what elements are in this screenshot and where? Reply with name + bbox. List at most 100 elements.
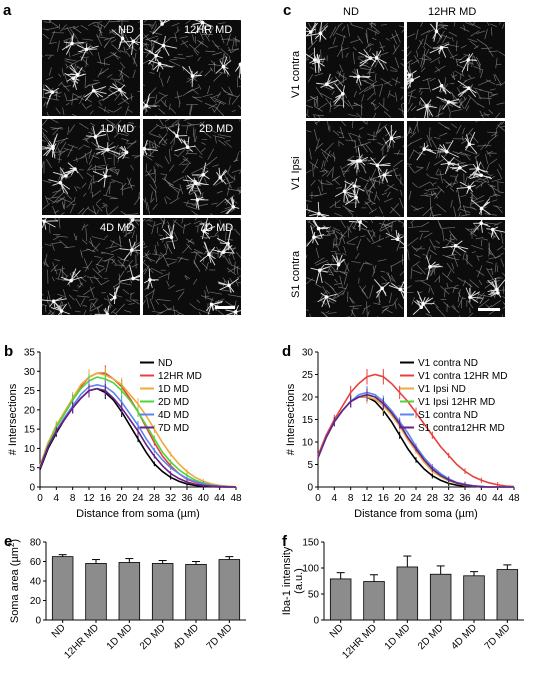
y-axis-label: # Intersections xyxy=(285,383,297,455)
micrograph-v1-ipsi-nd xyxy=(306,121,404,217)
x-tick-label: 0 xyxy=(315,493,321,504)
legend-label-v1-contra-nd: V1 contra ND xyxy=(418,358,478,369)
micrograph-v1-contra-12hr xyxy=(407,22,505,118)
y-tick-label: 30 xyxy=(24,367,36,378)
x-tick-label: 12 xyxy=(361,493,373,504)
x-tick-label: 4D MD xyxy=(449,622,479,652)
row-label-v1-ipsi: V1 Ipsi xyxy=(290,156,302,190)
x-tick-label: 32 xyxy=(443,493,455,504)
x-tick-label: 12HR MD xyxy=(340,622,379,661)
row-label-s1-contra: S1 contra xyxy=(290,250,302,298)
legend-label-12hr-md: 12HR MD xyxy=(158,371,202,382)
panel-letter-d: d xyxy=(282,343,291,360)
micrograph-v1-ipsi-12hr xyxy=(407,121,505,217)
legend-label-nd: ND xyxy=(158,358,172,369)
y-tick-label: 10 xyxy=(302,438,314,449)
x-tick-label: ND xyxy=(50,622,68,640)
bar-12hr-md xyxy=(363,581,385,621)
x-tick-label: 28 xyxy=(149,493,161,504)
y-tick-label: 0 xyxy=(307,483,313,494)
bar-nd xyxy=(51,556,74,621)
y-tick-label: 35 xyxy=(24,348,36,359)
y-tick-label: 15 xyxy=(24,425,36,436)
y-tick-label: 20 xyxy=(30,596,42,607)
x-tick-label: 0 xyxy=(37,493,43,504)
x-tick-label: 24 xyxy=(410,493,422,504)
legend-label-v1-ipsi-12hr-md: V1 Ipsi 12HR MD xyxy=(418,397,495,408)
col-label-nd: ND xyxy=(343,6,359,18)
x-tick-label: 40 xyxy=(198,493,210,504)
x-tick-label: 12 xyxy=(83,493,95,504)
bar-2d-md xyxy=(429,573,452,621)
x-tick-label: 16 xyxy=(378,493,390,504)
label-nd: ND xyxy=(118,24,134,36)
micrograph-2d-md xyxy=(143,119,241,215)
legend-label-1d-md: 1D MD xyxy=(158,384,189,395)
y-tick-label: 25 xyxy=(302,370,314,381)
y-tick-label: 0 xyxy=(35,616,41,627)
x-tick-label: 28 xyxy=(427,493,439,504)
x-tick-label: ND xyxy=(328,622,346,640)
bar-4d-md xyxy=(185,564,207,621)
micrograph-1d-md xyxy=(42,119,140,215)
x-tick-label: 2D MD xyxy=(416,622,446,652)
y-tick-label: 20 xyxy=(24,405,36,416)
x-axis-label: Distance from soma (µm) xyxy=(76,508,200,520)
x-tick-label: 40 xyxy=(476,493,488,504)
x-tick-label: 8 xyxy=(70,493,76,504)
y-tick-label: 0 xyxy=(313,616,319,627)
bar-7d-md xyxy=(496,569,519,621)
row-label-v1-contra: V1 contra xyxy=(290,50,302,98)
y-axis-label: Iba-1 intensity xyxy=(281,546,293,615)
x-tick-label: 2D MD xyxy=(138,622,168,652)
x-tick-label: 36 xyxy=(181,493,193,504)
x-tick-label: 20 xyxy=(394,493,406,504)
y-axis-label: Soma area (µm2) xyxy=(7,539,21,623)
label-4d-md: 4D MD xyxy=(100,222,135,234)
x-tick-label: 7D MD xyxy=(205,622,235,652)
bar-12hr-md xyxy=(85,563,107,621)
micrograph-v1-contra-nd xyxy=(306,22,404,118)
legend-label-4d-md: 4D MD xyxy=(158,410,189,421)
y-tick-label: 40 xyxy=(30,577,42,588)
bar-7d-md xyxy=(218,559,241,621)
legend-label-s1-contra-nd: S1 contra ND xyxy=(418,410,478,421)
scale-bar-a xyxy=(215,306,235,309)
legend-label-2d-md: 2D MD xyxy=(158,397,189,408)
x-axis-label: Distance from soma (µm) xyxy=(354,508,478,520)
y-tick-label: 25 xyxy=(24,386,36,397)
x-tick-label: 36 xyxy=(459,493,471,504)
legend-label-v1-ipsi-nd: V1 Ipsi ND xyxy=(418,384,466,395)
x-tick-label: 44 xyxy=(214,493,226,504)
bar-nd xyxy=(329,578,352,621)
x-tick-label: 8 xyxy=(348,493,354,504)
x-tick-label: 4 xyxy=(332,493,338,504)
scale-bar-c xyxy=(478,308,500,311)
panel-letter-f: f xyxy=(282,533,288,550)
x-tick-label: 16 xyxy=(100,493,112,504)
micrograph-nd xyxy=(42,20,140,116)
x-tick-label: 1D MD xyxy=(105,622,135,652)
legend-label-7d-md: 7D MD xyxy=(158,423,189,434)
x-tick-label: 7D MD xyxy=(483,622,513,652)
label-2d-md: 2D MD xyxy=(199,123,234,135)
panel-letter-a: a xyxy=(3,2,12,19)
x-tick-label: 48 xyxy=(508,493,520,504)
micrograph-12hr-md xyxy=(143,20,241,116)
bar-1d-md xyxy=(396,566,419,621)
y-tick-label: 60 xyxy=(30,557,42,568)
bar-2d-md xyxy=(151,563,174,621)
panel-letter-b: b xyxy=(4,343,13,360)
y-tick-label: 100 xyxy=(302,564,319,575)
label-12hr-md: 12HR MD xyxy=(184,24,233,36)
x-tick-label: 4 xyxy=(54,493,60,504)
col-label-12hr-md: 12HR MD xyxy=(428,6,477,18)
y-tick-label: 80 xyxy=(30,538,42,549)
legend-label-v1-contra-12hr-md: V1 contra 12HR MD xyxy=(418,371,507,382)
panel-letter-c: c xyxy=(283,2,292,19)
x-tick-label: 20 xyxy=(116,493,128,504)
x-tick-label: 1D MD xyxy=(383,622,413,652)
